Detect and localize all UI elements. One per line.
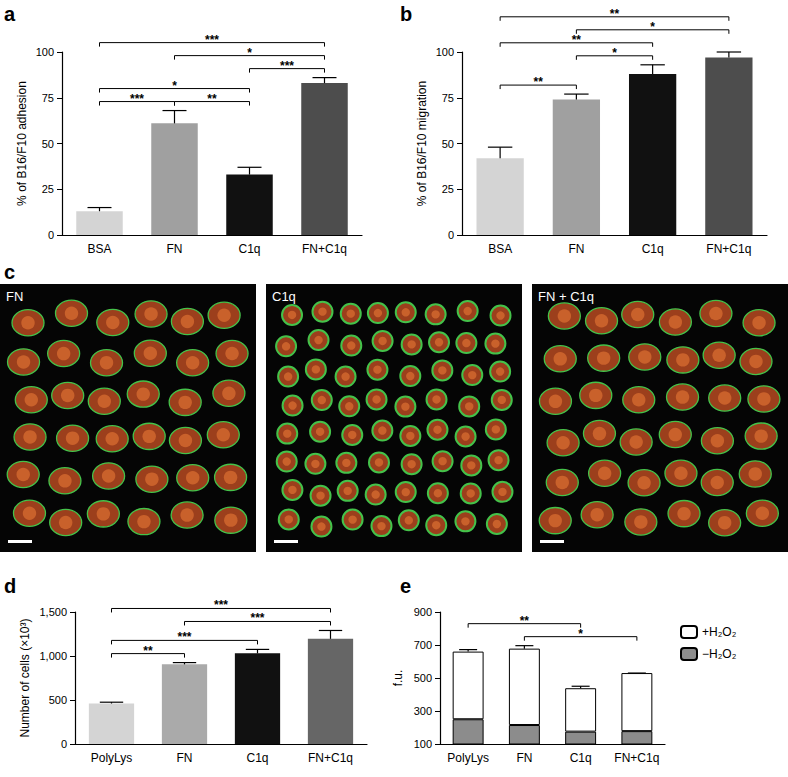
svg-text:FN: FN: [568, 242, 584, 256]
svg-text:***: ***: [205, 33, 219, 47]
svg-text:0: 0: [48, 229, 54, 241]
svg-text:**: **: [143, 644, 153, 658]
svg-text:***: ***: [214, 598, 228, 612]
svg-text:25: 25: [442, 183, 454, 195]
svg-text:C1q: C1q: [246, 751, 268, 765]
svg-text:−H₂O₂: −H₂O₂: [702, 647, 737, 661]
svg-text:FN+C1q: FN+C1q: [308, 751, 353, 765]
svg-text:*: *: [172, 79, 177, 93]
svg-text:FN: FN: [516, 751, 532, 765]
svg-text:100: 100: [436, 46, 454, 58]
svg-text:b: b: [400, 3, 412, 25]
svg-text:***: ***: [130, 92, 144, 106]
svg-text:100: 100: [414, 738, 432, 750]
svg-text:PolyLys: PolyLys: [447, 751, 489, 765]
svg-text:50: 50: [42, 138, 54, 150]
svg-text:% of B16/F10 migration: % of B16/F10 migration: [415, 81, 429, 206]
svg-text:BSA: BSA: [488, 242, 512, 256]
svg-text:C1q: C1q: [238, 242, 260, 256]
svg-text:0: 0: [448, 229, 454, 241]
svg-text:75: 75: [442, 92, 454, 104]
svg-text:e: e: [400, 575, 411, 597]
svg-text:1,500: 1,500: [39, 606, 67, 618]
svg-text:50: 50: [442, 138, 454, 150]
svg-text:700: 700: [414, 639, 432, 651]
svg-text:FN+C1q: FN+C1q: [706, 242, 751, 256]
svg-text:300: 300: [414, 705, 432, 717]
svg-text:0: 0: [61, 738, 67, 750]
svg-text:Number of cells (×10³): Number of cells (×10³): [18, 618, 32, 737]
svg-text:900: 900: [414, 606, 432, 618]
svg-text:*: *: [247, 46, 252, 60]
svg-text:f.u.: f.u.: [391, 670, 405, 687]
svg-text:c: c: [4, 261, 15, 283]
svg-text:*: *: [650, 20, 655, 34]
svg-text:1,000: 1,000: [39, 650, 67, 662]
svg-text:% of B16/F10 adhesion: % of B16/F10 adhesion: [15, 81, 29, 206]
svg-text:FN+C1q: FN+C1q: [614, 751, 659, 765]
svg-text:***: ***: [250, 611, 264, 625]
svg-text:FN: FN: [177, 751, 193, 765]
svg-text:BSA: BSA: [87, 242, 111, 256]
svg-text:100: 100: [36, 46, 54, 58]
svg-text:**: **: [520, 614, 530, 628]
svg-text:a: a: [4, 3, 16, 25]
svg-text:25: 25: [42, 183, 54, 195]
svg-text:**: **: [207, 92, 217, 106]
svg-text:+H₂O₂: +H₂O₂: [702, 625, 737, 639]
svg-text:500: 500: [49, 694, 67, 706]
svg-text:*: *: [612, 46, 617, 60]
svg-text:PolyLys: PolyLys: [91, 751, 133, 765]
svg-text:FN+C1q: FN+C1q: [302, 242, 347, 256]
svg-text:*: *: [578, 627, 583, 641]
svg-text:***: ***: [280, 59, 294, 73]
svg-text:**: **: [572, 33, 582, 47]
svg-text:C1q: C1q: [570, 751, 592, 765]
svg-text:**: **: [534, 75, 544, 89]
svg-text:***: ***: [177, 630, 191, 644]
svg-text:FN + C1q: FN + C1q: [538, 289, 594, 304]
svg-text:**: **: [610, 7, 620, 21]
svg-text:C1q: C1q: [642, 242, 664, 256]
svg-text:FN: FN: [6, 289, 23, 304]
svg-text:500: 500: [414, 672, 432, 684]
svg-text:FN: FN: [167, 242, 183, 256]
svg-text:C1q: C1q: [272, 289, 296, 304]
svg-text:d: d: [4, 575, 16, 597]
svg-text:75: 75: [42, 92, 54, 104]
